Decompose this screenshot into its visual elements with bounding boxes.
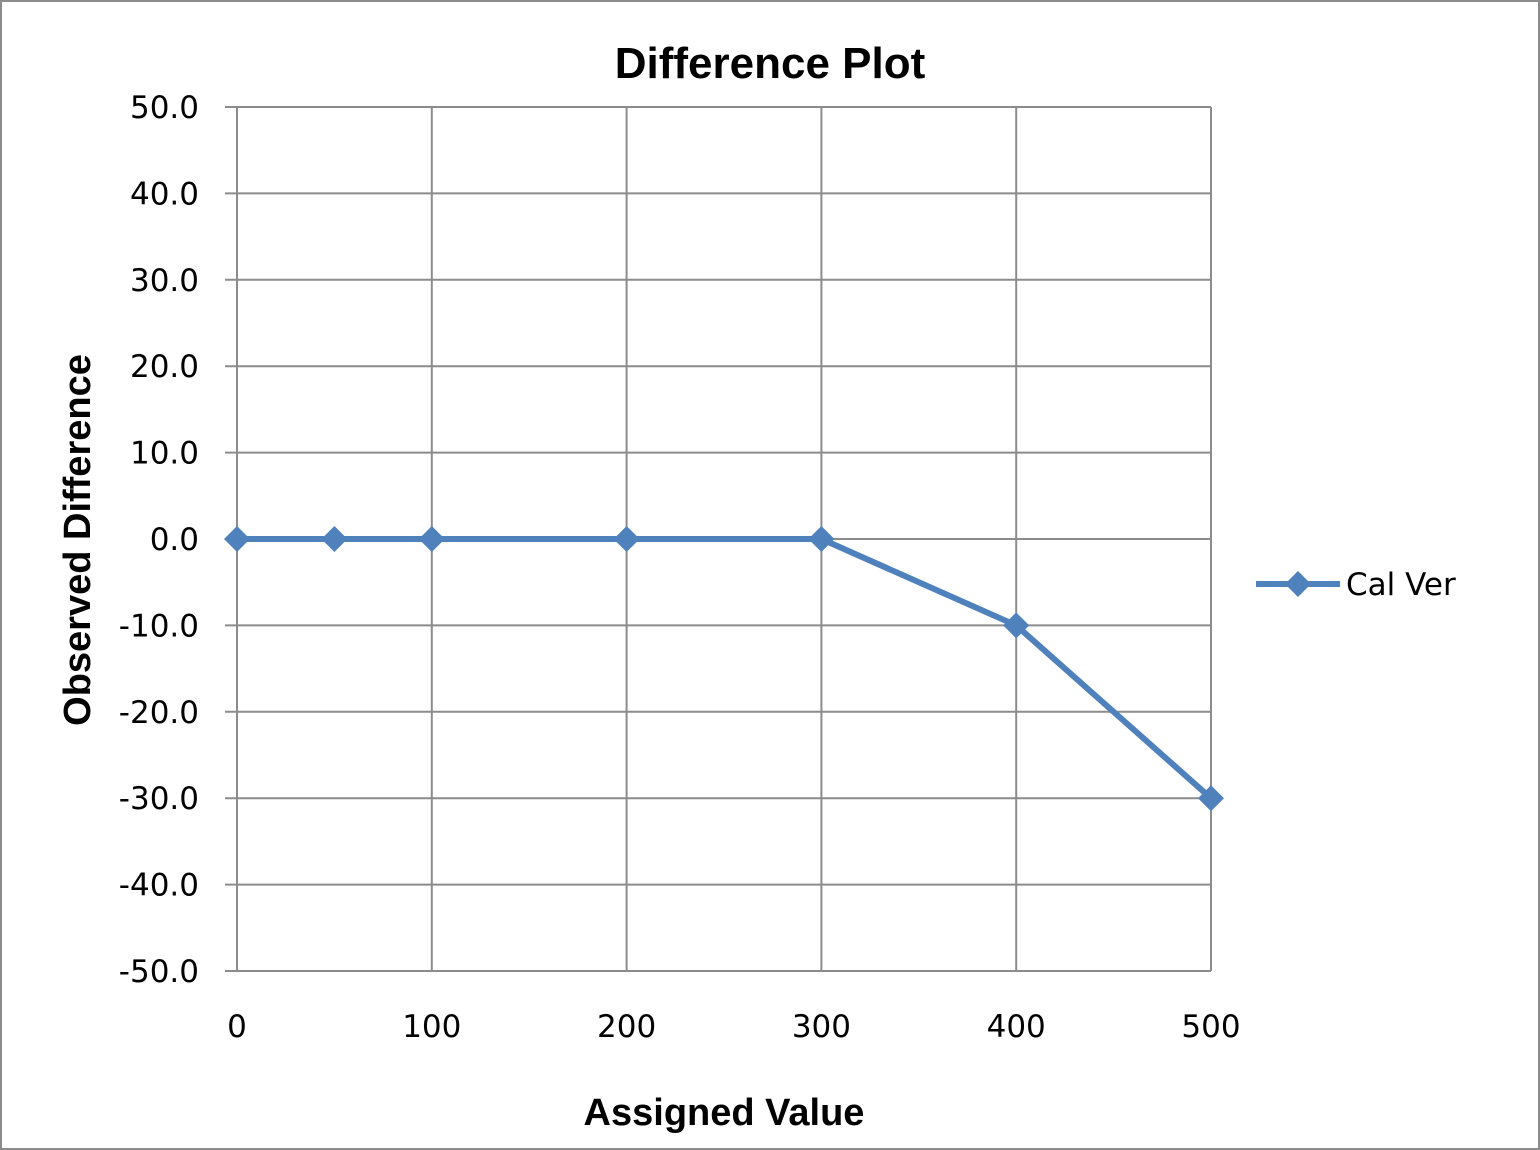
x-tick-label: 300 <box>792 1009 851 1045</box>
y-tick-label: -20.0 <box>119 695 199 731</box>
x-tick-label: 100 <box>402 1009 461 1045</box>
y-axis-title: Observed Difference <box>57 354 99 726</box>
data-point-marker <box>418 526 445 552</box>
data-point-marker <box>1003 612 1030 639</box>
x-axis-title: Assigned Value <box>584 1092 865 1134</box>
data-point-marker <box>1198 785 1224 812</box>
y-tick-label: 40.0 <box>130 176 199 212</box>
plot-grid <box>225 106 1212 972</box>
y-tick-label: 0.0 <box>150 522 199 558</box>
y-tick-label: -10.0 <box>119 608 199 644</box>
x-tick-label: 0 <box>227 1009 247 1045</box>
legend: Cal Ver <box>1256 567 1456 603</box>
data-point-marker <box>613 526 640 552</box>
y-axis-ticks: 50.0 40.0 30.0 20.0 10.0 0.0 -10.0 -20.0 -30.0 -4… <box>119 90 199 990</box>
y-tick-label: 20.0 <box>130 349 199 385</box>
y-tick-label: 50.0 <box>130 90 199 126</box>
y-tick-label: 10.0 <box>130 436 199 472</box>
series-layer <box>224 526 1224 812</box>
x-axis-ticks: 0 100 200 300 400 500 <box>227 1009 1240 1045</box>
chart-title: Difference Plot <box>615 39 926 88</box>
y-tick-label: -50.0 <box>119 954 199 990</box>
data-point-marker <box>224 526 250 552</box>
data-point-marker <box>808 526 835 552</box>
series-line-cal-ver <box>237 536 1213 801</box>
x-tick-label: 200 <box>597 1009 656 1045</box>
x-tick-label: 400 <box>987 1009 1046 1045</box>
y-tick-label: 30.0 <box>130 263 199 299</box>
legend-diamond-marker <box>1285 571 1311 597</box>
x-tick-label: 500 <box>1181 1009 1240 1045</box>
y-tick-label: -30.0 <box>119 781 199 817</box>
y-tick-label: -40.0 <box>119 868 199 904</box>
legend-label-cal-ver: Cal Ver <box>1346 567 1456 603</box>
data-point-marker <box>321 526 348 552</box>
